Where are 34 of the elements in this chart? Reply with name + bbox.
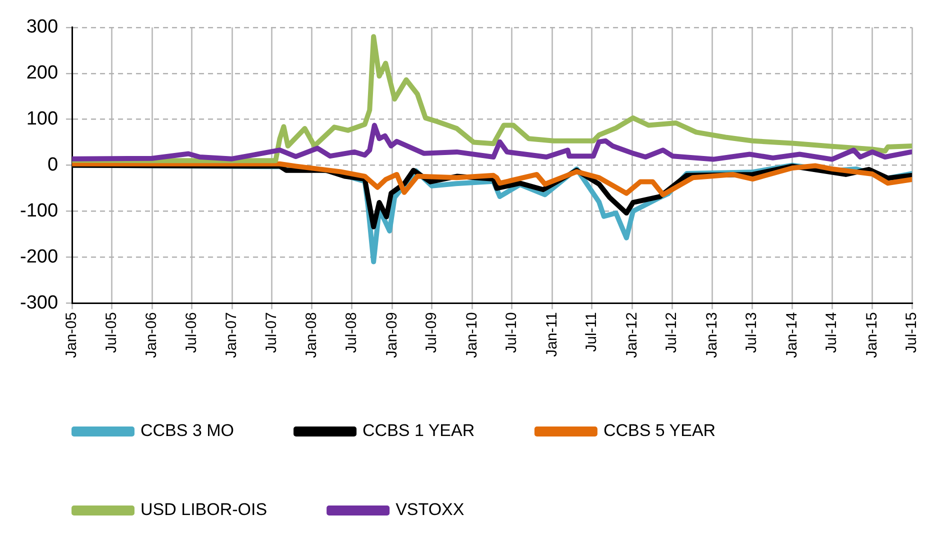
legend-label: CCBS 5 YEAR: [603, 421, 716, 440]
legend-label: CCBS 1 YEAR: [362, 421, 475, 440]
y-tick-label: -200: [20, 246, 58, 268]
y-tick-label: 0: [47, 154, 58, 176]
legend-label: USD LIBOR-OIS: [140, 500, 268, 520]
x-tick-label: Jan-14: [783, 312, 800, 358]
x-tick-label: Jan-12: [623, 312, 640, 358]
x-tick-label: Jan-11: [543, 312, 560, 357]
y-tick-label: -100: [20, 200, 58, 222]
x-tick-label: Jul-15: [903, 312, 920, 353]
y-tick-label: -300: [20, 292, 58, 314]
legend-label: VSTOXX: [396, 500, 464, 520]
x-tick-label: Jan-15: [863, 312, 880, 358]
legend-label: CCBS 3 MO: [140, 421, 234, 440]
x-tick-label: Jan-13: [704, 312, 720, 358]
x-tick-label: Jul-12: [663, 312, 680, 353]
x-tick-label: Jul-07: [262, 312, 280, 353]
x-tick-label: Jul-11: [582, 312, 600, 352]
x-tick-label: Jan-10: [463, 312, 480, 358]
y-tick-label: 200: [26, 62, 58, 84]
x-tick-label: Jul-09: [423, 312, 440, 353]
x-tick-label: Jan-07: [223, 312, 240, 358]
x-tick-label: Jan-06: [143, 312, 160, 358]
x-tick-label: Jan-09: [383, 312, 400, 358]
x-tick-label: Jul-14: [823, 312, 840, 353]
x-tick-label: Jul-13: [743, 312, 760, 353]
x-tick-label: Jan-05: [63, 312, 80, 358]
x-tick-label: Jul-05: [102, 312, 120, 353]
x-tick-label: Jul-10: [502, 312, 520, 353]
y-tick-label: 100: [26, 108, 58, 130]
x-tick-label: Jan-08: [303, 312, 320, 358]
x-tick-label: Jul-08: [343, 312, 360, 353]
y-tick-label: 300: [26, 16, 58, 38]
x-tick-label: Jul-06: [182, 312, 200, 353]
